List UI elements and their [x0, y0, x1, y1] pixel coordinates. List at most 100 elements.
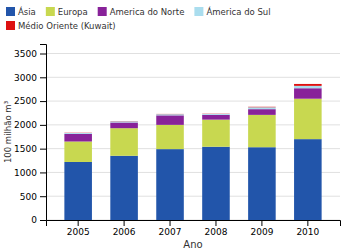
y-tick: 1000: [14, 168, 46, 178]
bar: [294, 86, 322, 88]
legend-swatch: [194, 7, 203, 16]
legend-item: Ámerica do Sul: [194, 6, 270, 17]
bar: [64, 134, 92, 142]
y-tick: 500: [20, 192, 46, 202]
y-tick-label: 2500: [14, 96, 37, 106]
y-axis: 0 500 1000 1500 2000 2500 3000 3500: [14, 45, 46, 226]
bar: [64, 132, 92, 133]
bar: [248, 147, 276, 220]
x-tick: 2005: [67, 220, 90, 237]
x-axis-line: [47, 221, 341, 227]
series: [64, 99, 321, 162]
y-tick: 0: [31, 215, 46, 225]
x-axis: 2005 2006 2007 2008 2009 2010: [47, 220, 341, 237]
y-tick-label: 0: [31, 215, 37, 225]
x-tick-label: 2008: [205, 227, 228, 237]
y-tick: 2000: [14, 120, 46, 130]
bar: [294, 139, 322, 220]
bar: [156, 113, 184, 114]
y-tick: 3500: [14, 49, 46, 59]
grid: [46, 54, 340, 220]
bar: [248, 107, 276, 109]
bar: [156, 125, 184, 149]
y-tick-label: 500: [20, 192, 37, 202]
y-tick-mark: [40, 172, 46, 173]
x-tick: 2009: [250, 220, 273, 237]
x-tick-mark: [215, 220, 216, 226]
legend-label: Ámerica do Sul: [206, 6, 270, 17]
bar: [110, 128, 138, 156]
x-tick-mark: [307, 220, 308, 226]
y-tick-mark: [40, 196, 46, 197]
y-tick: 2500: [14, 96, 46, 106]
bar: [294, 88, 322, 98]
bar: [202, 120, 230, 147]
x-tick-label: 2010: [296, 227, 319, 237]
x-tick: 2010: [296, 220, 319, 237]
x-tick-mark: [78, 220, 79, 226]
y-axis-line: [40, 45, 47, 221]
y-tick-mark: [40, 101, 46, 102]
x-tick: 2008: [205, 220, 228, 237]
legend-swatch: [46, 7, 55, 16]
legend-item: America do Norte: [98, 7, 185, 17]
legend-item: Europa: [46, 7, 88, 17]
y-tick: 1500: [14, 144, 46, 154]
bar: [202, 113, 230, 115]
bar: [202, 113, 230, 114]
y-tick-mark: [40, 125, 46, 126]
bar: [64, 162, 92, 220]
bar: [202, 147, 230, 220]
bar: [156, 149, 184, 220]
chart: Ásia Europa America do Norte Ámerica do Sul…: [0, 0, 350, 252]
bar: [248, 115, 276, 147]
legend-swatch: [6, 21, 15, 30]
legend: Ásia Europa America do Norte Ámerica do Sul…: [6, 6, 271, 31]
y-tick-label: 1500: [14, 144, 37, 154]
x-tick-label: 2007: [159, 227, 182, 237]
y-tick-label: 3000: [14, 73, 37, 83]
x-tick-label: 2005: [67, 227, 90, 237]
bar: [110, 121, 138, 122]
y-tick-label: 2000: [14, 120, 37, 130]
y-tick-mark: [40, 77, 46, 78]
legend-label: Médio Oriente (Kuwait): [18, 21, 116, 31]
series: [64, 139, 321, 220]
bar: [64, 142, 92, 162]
series: [64, 88, 321, 141]
y-axis-title: 100 milhão m³: [3, 101, 13, 163]
x-tick-mark: [124, 220, 125, 226]
plot: 0 500 1000 1500 2000 2500 3000 3500 2005 2006 2007…: [14, 45, 340, 238]
bar: [110, 122, 138, 128]
grid-line: [46, 77, 340, 78]
legend-label: Ásia: [18, 6, 36, 17]
y-tick-label: 3500: [14, 49, 37, 59]
x-tick: 2006: [113, 220, 136, 237]
y-tick-mark: [40, 220, 46, 221]
series: [64, 84, 321, 133]
bar: [248, 106, 276, 107]
bar: [110, 156, 138, 220]
grid-line: [46, 53, 340, 54]
x-tick-label: 2006: [113, 227, 136, 237]
x-tick-mark: [261, 220, 262, 226]
y-tick-mark: [40, 54, 46, 55]
x-axis-title: Ano: [183, 239, 202, 250]
legend-label: Europa: [58, 7, 88, 17]
legend-swatch: [98, 7, 107, 16]
bars: [64, 84, 321, 220]
bar: [156, 115, 184, 125]
bar: [64, 132, 92, 134]
series: [64, 86, 321, 134]
bar: [248, 109, 276, 115]
y-tick: 3000: [14, 73, 46, 83]
bar: [110, 121, 138, 122]
x-tick-mark: [170, 220, 171, 226]
legend-item: Ásia: [6, 6, 36, 17]
bar: [294, 84, 322, 86]
legend-label: America do Norte: [110, 7, 185, 17]
bar: [156, 114, 184, 115]
legend-swatch: [6, 7, 15, 16]
x-tick: 2007: [159, 220, 182, 237]
legend-item: Médio Oriente (Kuwait): [6, 21, 116, 31]
